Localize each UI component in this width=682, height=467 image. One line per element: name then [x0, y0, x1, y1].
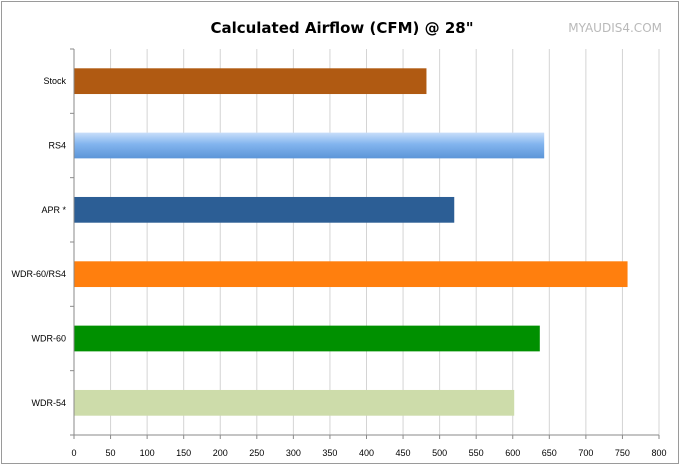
- watermark: MYAUDIS4.COM: [568, 21, 662, 35]
- x-tick-label: 150: [176, 448, 191, 458]
- x-tick-label: 50: [106, 448, 116, 458]
- category-labels: Stock RS4 APR * WDR-60/RS4 WDR-60 WDR-54: [11, 76, 66, 408]
- category-label-apr: APR *: [41, 205, 66, 215]
- bars: [74, 68, 628, 416]
- x-tick-label: 350: [322, 448, 337, 458]
- category-label-wdr-54: WDR-54: [31, 398, 66, 408]
- x-tick-label: 100: [140, 448, 155, 458]
- x-tick-label: 800: [651, 448, 666, 458]
- x-tick-label: 500: [432, 448, 447, 458]
- x-tick-label: 300: [286, 448, 301, 458]
- bar-wdr-60: [74, 325, 540, 352]
- axes: [70, 48, 660, 439]
- bar-wdr-54: [74, 389, 515, 416]
- category-label-stock: Stock: [43, 76, 66, 86]
- x-tick-label: 600: [505, 448, 520, 458]
- x-tick-label: 650: [542, 448, 557, 458]
- chart-title: Calculated Airflow (CFM) @ 28": [210, 19, 473, 37]
- bar-rs4: [74, 132, 545, 159]
- bar-apr: [74, 196, 455, 223]
- category-label-rs4: RS4: [48, 141, 66, 151]
- x-tick-label: 750: [615, 448, 630, 458]
- category-label-wdr-60: WDR-60: [31, 334, 66, 344]
- x-tick-label: 450: [396, 448, 411, 458]
- category-label-wdr-60-rs4: WDR-60/RS4: [11, 269, 66, 279]
- x-tick-label: 550: [469, 448, 484, 458]
- x-tick-label: 0: [71, 448, 76, 458]
- x-tick-label: 700: [578, 448, 593, 458]
- x-tick-label: 200: [213, 448, 228, 458]
- bar-wdr-60-rs4: [74, 261, 628, 288]
- x-tick-label: 400: [359, 448, 374, 458]
- gridlines: [110, 49, 660, 435]
- bar-stock: [74, 68, 427, 95]
- x-tick-label: 250: [249, 448, 264, 458]
- tick-labels: 0 50 100 150 200 250 300 350 400 450 500 550 600 650 7…: [71, 448, 666, 458]
